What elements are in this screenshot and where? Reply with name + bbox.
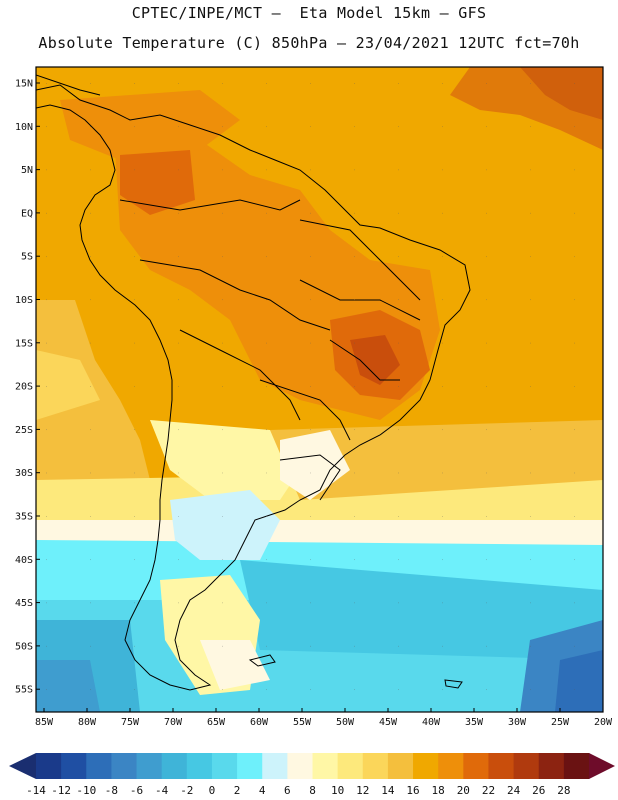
colorbar-swatch [186, 753, 213, 779]
temperature-field [36, 67, 603, 712]
colorbar-label: 14 [381, 784, 395, 797]
lon-label: 80W [78, 717, 97, 728]
lat-label: 10S [15, 295, 33, 306]
colorbar-label: 0 [209, 784, 216, 797]
lat-label: 30S [15, 468, 33, 479]
lon-label: 70W [164, 717, 183, 728]
colorbar-swatch [211, 753, 238, 779]
colorbar-swatch [86, 753, 112, 779]
colorbar-label: 24 [507, 784, 521, 797]
chart-title-line1: CPTEC/INPE/MCT – Eta Model 15km – GFS [131, 4, 487, 22]
lon-label: 55W [293, 717, 312, 728]
colorbar-swatch [337, 753, 364, 779]
lat-label: 45S [15, 598, 33, 609]
lat-label: 40S [15, 555, 33, 566]
colorbar-swatch [111, 753, 138, 779]
lon-label: 85W [35, 717, 54, 728]
lon-label: 35W [465, 717, 484, 728]
colorbar-swatch [488, 753, 515, 779]
colorbar-label: 10 [331, 784, 344, 797]
lon-label: 50W [336, 717, 355, 728]
colorbar-swatch [362, 753, 389, 779]
lat-label: 5N [21, 165, 33, 176]
colorbar-right-arrow [589, 753, 615, 779]
colorbar-swatch [563, 753, 590, 779]
colorbar-label: 20 [457, 784, 470, 797]
lat-label: 25S [15, 425, 33, 436]
colorbar-label: 4 [259, 784, 266, 797]
colorbar-swatch [161, 753, 188, 779]
colorbar: -14 -12 -10 -8 -6 -4 -2 0 2 4 6 8 10 12 14 16 18 20 22 24 26… [9, 753, 615, 797]
lon-label: 40W [422, 717, 441, 728]
colorbar-swatch [387, 753, 414, 779]
colorbar-left-arrow [9, 753, 36, 779]
lat-label: EQ [21, 208, 33, 219]
lat-label: 55S [15, 685, 33, 696]
colorbar-label: 2 [234, 784, 241, 797]
lat-label: 15N [15, 79, 33, 90]
colorbar-label: -14 [26, 784, 46, 797]
colorbar-swatch [287, 753, 313, 779]
lat-label: 35S [15, 512, 33, 523]
colorbar-label: 26 [532, 784, 545, 797]
colorbar-swatch [61, 753, 87, 779]
colorbar-label: 22 [482, 784, 495, 797]
colorbar-swatch [463, 753, 489, 779]
colorbar-label: -10 [76, 784, 96, 797]
colorbar-swatch [312, 753, 339, 779]
colorbar-label: -8 [105, 784, 118, 797]
latitude-axis: 15N 10N 5N EQ 5S 10S 15S 20S 25S 30S 35S 40S 45S 50S 5… [15, 79, 40, 696]
colorbar-label: 8 [309, 784, 316, 797]
colorbar-swatch [136, 753, 163, 779]
colorbar-label: 18 [432, 784, 445, 797]
lon-label: 60W [250, 717, 269, 728]
lon-label: 20W [594, 717, 613, 728]
lon-label: 25W [551, 717, 570, 728]
colorbar-swatch [513, 753, 540, 779]
colorbar-label: 12 [356, 784, 369, 797]
colorbar-label: 16 [406, 784, 419, 797]
colorbar-swatch [237, 753, 263, 779]
lat-label: 50S [15, 641, 33, 652]
map-frame [35, 66, 604, 713]
lat-label: 10N [15, 122, 33, 133]
longitude-axis: 85W 80W 75W 70W 65W 60W 55W 50W 45W 40W 35W 30W 25W 2… [35, 708, 613, 728]
colorbar-label: -12 [51, 784, 71, 797]
graticule [36, 67, 603, 712]
colorbar-label: 28 [557, 784, 570, 797]
colorbar-label: -2 [180, 784, 193, 797]
lat-label: 5S [21, 252, 33, 263]
lon-label: 65W [207, 717, 226, 728]
colorbar-swatch [538, 753, 565, 779]
colorbar-swatch [262, 753, 288, 779]
colorbar-swatch [413, 753, 439, 779]
chart-title-line2: Absolute Temperature (C) 850hPa – 23/04/… [38, 34, 580, 52]
colorbar-label: -6 [130, 784, 143, 797]
lat-label: 15S [15, 338, 33, 349]
lat-label: 20S [15, 382, 33, 393]
lon-label: 30W [508, 717, 527, 728]
lon-label: 45W [379, 717, 398, 728]
colorbar-swatch [438, 753, 464, 779]
colorbar-swatch [36, 753, 62, 779]
lon-label: 75W [121, 717, 140, 728]
colorbar-label: -4 [155, 784, 169, 797]
colorbar-label: 6 [284, 784, 291, 797]
